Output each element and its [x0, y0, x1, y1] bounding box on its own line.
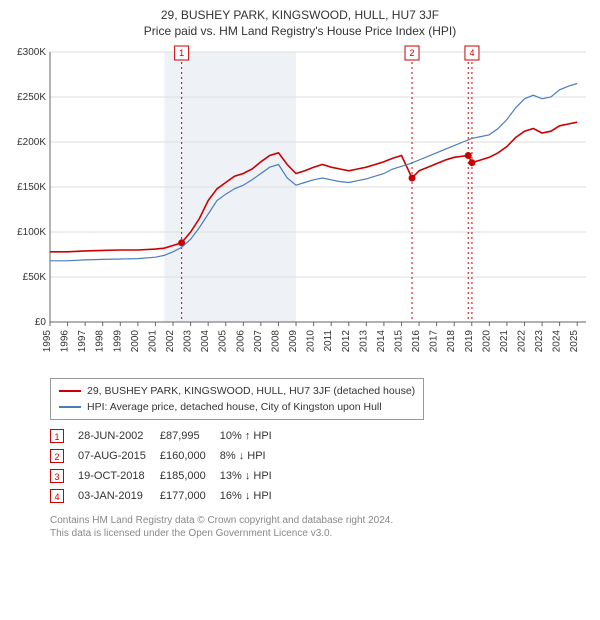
x-tick-label: 2009 [288, 330, 299, 353]
event-row: 3 19-OCT-2018£185,00013% ↓ HPI [50, 466, 286, 486]
chart-legend: 29, BUSHEY PARK, KINGSWOOD, HULL, HU7 3J… [50, 378, 424, 420]
legend-label: 29, BUSHEY PARK, KINGSWOOD, HULL, HU7 3J… [87, 385, 415, 397]
x-tick-label: 2013 [358, 330, 369, 353]
x-tick-label: 2016 [411, 330, 422, 353]
chart-title: 29, BUSHEY PARK, KINGSWOOD, HULL, HU7 3J… [8, 8, 592, 22]
y-tick-label: £100K [17, 227, 46, 238]
x-tick-label: 2008 [270, 330, 281, 353]
event-marker-cell: 1 [50, 426, 78, 446]
event-date: 19-OCT-2018 [78, 466, 160, 486]
y-tick-label: £0 [35, 317, 47, 328]
event-marker-icon: 3 [50, 469, 64, 483]
event-marker-cell: 4 [50, 486, 78, 506]
event-delta: 13% ↓ HPI [220, 466, 286, 486]
y-tick-label: £250K [17, 92, 46, 103]
event-date: 28-JUN-2002 [78, 426, 160, 446]
x-tick-label: 1996 [60, 330, 71, 353]
event-marker-icon: 1 [50, 429, 64, 443]
event-price: £160,000 [160, 446, 220, 466]
event-date: 03-JAN-2019 [78, 486, 160, 506]
footer-text: Contains HM Land Registry data © Crown c… [50, 514, 592, 540]
chart-area: £0 £50K £100K £150K £200K £250K £300K 1995 1996 1… [8, 42, 592, 372]
y-tick-label: £150K [17, 182, 46, 193]
y-tick-label: £200K [17, 137, 46, 148]
y-tick-label: £50K [23, 272, 47, 283]
legend-row: 29, BUSHEY PARK, KINGSWOOD, HULL, HU7 3J… [59, 383, 415, 399]
x-tick-label: 2004 [200, 330, 211, 353]
x-tick-label: 2003 [183, 330, 194, 353]
x-tick-label: 1997 [77, 330, 88, 353]
x-tick-label: 1999 [112, 330, 123, 353]
x-tick-label: 2007 [253, 330, 264, 353]
footer-line-2: This data is licensed under the Open Gov… [50, 527, 592, 540]
series-hpi [50, 84, 577, 261]
x-tick-label: 2025 [569, 330, 580, 353]
event-delta: 16% ↓ HPI [220, 486, 286, 506]
legend-swatch [59, 390, 81, 392]
event-row: 4 03-JAN-2019£177,00016% ↓ HPI [50, 486, 286, 506]
event-marker-cell: 3 [50, 466, 78, 486]
x-tick-label: 2005 [218, 330, 229, 353]
x-tick-label: 2001 [147, 330, 158, 353]
x-tick-label: 2010 [306, 330, 317, 353]
legend-row: HPI: Average price, detached house, City… [59, 399, 415, 415]
y-tick-label: £300K [17, 47, 46, 58]
x-tick-label: 2002 [165, 330, 176, 353]
line-chart-svg: £0 £50K £100K £150K £200K £250K £300K 1995 1996 1… [8, 42, 592, 372]
x-tick-label: 1998 [95, 330, 106, 353]
legend-swatch [59, 406, 81, 408]
event-row: 2 07-AUG-2015£160,0008% ↓ HPI [50, 446, 286, 466]
x-tick-label: 2020 [481, 330, 492, 353]
x-tick-label: 2022 [516, 330, 527, 353]
event-price: £87,995 [160, 426, 220, 446]
x-tick-label: 2012 [341, 330, 352, 353]
x-tick-label: 1995 [42, 330, 53, 353]
event-marker-number: 4 [469, 48, 474, 58]
event-marker-cell: 2 [50, 446, 78, 466]
x-tick-label: 2019 [464, 330, 475, 353]
event-price: £177,000 [160, 486, 220, 506]
event-price: £185,000 [160, 466, 220, 486]
x-tick-label: 2024 [552, 330, 563, 353]
title-block: 29, BUSHEY PARK, KINGSWOOD, HULL, HU7 3J… [8, 8, 592, 38]
x-tick-label: 2011 [323, 330, 334, 352]
x-tick-label: 2023 [534, 330, 545, 353]
event-marker-number: 1 [179, 48, 184, 58]
event-marker-number: 2 [410, 48, 415, 58]
x-tick-label: 2018 [446, 330, 457, 353]
x-tick-label: 2015 [393, 330, 404, 353]
chart-subtitle: Price paid vs. HM Land Registry's House … [8, 24, 592, 38]
event-marker-icon: 4 [50, 489, 64, 503]
legend-label: HPI: Average price, detached house, City… [87, 401, 382, 413]
event-delta: 8% ↓ HPI [220, 446, 286, 466]
x-tick-label: 2000 [130, 330, 141, 353]
event-marker-icon: 2 [50, 449, 64, 463]
event-date: 07-AUG-2015 [78, 446, 160, 466]
x-tick-label: 2017 [429, 330, 440, 353]
footer-line-1: Contains HM Land Registry data © Crown c… [50, 514, 592, 527]
x-tick-label: 2006 [235, 330, 246, 353]
event-row: 1 28-JUN-2002£87,99510% ↑ HPI [50, 426, 286, 446]
x-tick-label: 2021 [499, 330, 510, 353]
x-tick-label: 2014 [376, 330, 387, 353]
event-delta: 10% ↑ HPI [220, 426, 286, 446]
events-table: 1 28-JUN-2002£87,99510% ↑ HPI 2 07-AUG-2015… [50, 426, 286, 506]
chart-container: 29, BUSHEY PARK, KINGSWOOD, HULL, HU7 3J… [8, 8, 592, 540]
